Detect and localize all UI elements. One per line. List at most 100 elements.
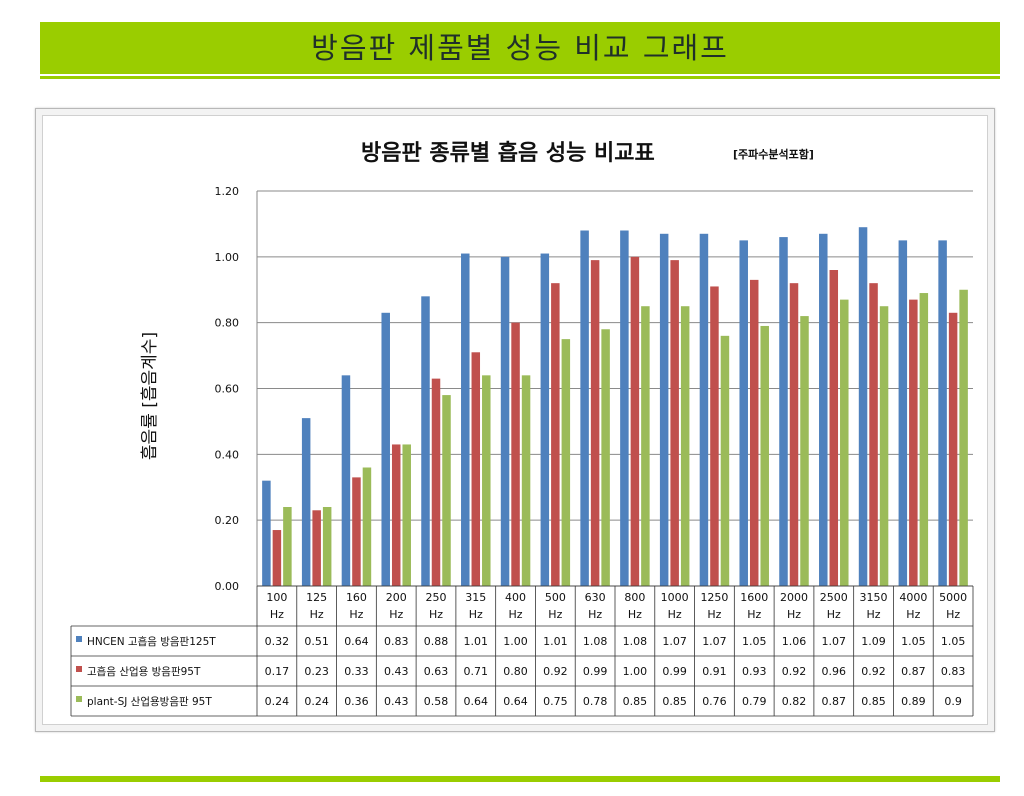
data-label: 1.05: [901, 635, 926, 648]
banner-underline: [40, 76, 1000, 79]
bar: [879, 306, 889, 586]
series-3: [283, 289, 968, 586]
data-label: 0.85: [861, 695, 886, 708]
x-tick-unit: Hz: [707, 608, 721, 621]
x-tick-unit: Hz: [310, 608, 324, 621]
bar: [322, 507, 332, 586]
data-label: 0.9: [944, 695, 962, 708]
y-tick-label: 1.00: [215, 251, 240, 264]
bar: [620, 230, 629, 586]
bar: [561, 339, 571, 586]
x-tick-unit: Hz: [867, 608, 881, 621]
data-label: 0.87: [901, 665, 926, 678]
y-axis-label: 흡음률 [흡음계수]: [140, 332, 160, 460]
data-label: 1.08: [583, 635, 608, 648]
bar: [352, 477, 361, 586]
bar: [272, 530, 282, 586]
bar: [471, 352, 481, 586]
data-label: 0.93: [742, 665, 767, 678]
data-label: 0.82: [782, 695, 807, 708]
data-label: 1.00: [503, 635, 528, 648]
x-tick-unit: Hz: [946, 608, 960, 621]
data-label: 0.92: [861, 665, 886, 678]
x-tick-label: 1600: [740, 591, 768, 604]
data-label: 0.24: [265, 695, 290, 708]
data-label: 1.05: [941, 635, 966, 648]
title-banner: 방음판 제품별 성능 비교 그래프: [40, 22, 1000, 74]
x-tick-unit: Hz: [469, 608, 483, 621]
x-tick-label: 1000: [661, 591, 689, 604]
series-2: [272, 256, 958, 586]
bar: [521, 375, 531, 586]
y-tick-label: 1.20: [215, 185, 240, 198]
data-label: 0.99: [583, 665, 608, 678]
bar-series: [262, 227, 968, 586]
data-label: 1.01: [464, 635, 489, 648]
x-tick-unit: Hz: [906, 608, 920, 621]
data-label: 1.07: [702, 635, 727, 648]
data-label: 0.96: [822, 665, 847, 678]
bar: [779, 237, 788, 586]
bar: [760, 325, 769, 586]
y-tick-label: 0.20: [215, 514, 240, 527]
chart-svg: 방음판 종류별 흡음 성능 비교표 [주파수분석포함] 흡음률 [흡음계수] 0…: [70, 141, 974, 717]
data-label: 0.24: [304, 695, 329, 708]
bar: [461, 253, 470, 586]
bar: [739, 240, 748, 586]
data-label: 1.00: [623, 665, 648, 678]
data-label: 0.32: [265, 635, 290, 648]
bar: [938, 240, 947, 586]
bar: [590, 260, 600, 586]
legend-label: plant-SJ 산업용방음판 95T: [87, 695, 212, 708]
data-label: 0.76: [702, 695, 727, 708]
bar: [829, 270, 839, 586]
bar: [898, 240, 908, 586]
y-tick-labels: 0.00 0.20 0.40 0.60 0.80 1.00 1.20: [215, 185, 240, 593]
x-tick-label: 160: [346, 591, 367, 604]
x-tick-unit: Hz: [389, 608, 403, 621]
x-tick-label: 630: [585, 591, 606, 604]
bar: [421, 296, 430, 586]
bar: [301, 418, 311, 586]
data-label: 0.43: [384, 665, 409, 678]
bar: [482, 375, 491, 586]
bar: [630, 256, 640, 586]
data-label: 1.01: [543, 635, 568, 648]
bar: [699, 233, 709, 586]
x-tick-unit: Hz: [668, 608, 682, 621]
bar: [680, 306, 690, 586]
bar: [909, 299, 918, 586]
bar: [551, 283, 560, 586]
data-label: 0.71: [464, 665, 489, 678]
data-label: 0.87: [822, 695, 847, 708]
bar: [670, 260, 679, 586]
data-label: 0.64: [464, 695, 489, 708]
data-label: 0.85: [662, 695, 687, 708]
chart-area: 방음판 종류별 흡음 성능 비교표 [주파수분석포함] 흡음률 [흡음계수] 0…: [42, 115, 988, 725]
bar: [869, 283, 878, 586]
data-label: 0.58: [424, 695, 449, 708]
x-tick-label: 2000: [780, 591, 808, 604]
bar: [659, 233, 669, 586]
x-tick-unit: Hz: [548, 608, 562, 621]
x-tick-label: 315: [465, 591, 486, 604]
x-tick-label: 500: [545, 591, 566, 604]
legend-label: HNCEN 고흡음 방음판125T: [87, 635, 216, 648]
data-label: 0.43: [384, 695, 409, 708]
bar: [959, 289, 968, 586]
x-tick-label: 800: [624, 591, 645, 604]
x-tick-label: 2500: [820, 591, 848, 604]
data-label: 0.78: [583, 695, 608, 708]
data-label: 0.91: [702, 665, 727, 678]
bar: [858, 227, 868, 586]
x-tick-label: 1250: [700, 591, 728, 604]
bar: [710, 286, 719, 586]
legend-key: [76, 636, 82, 642]
bar: [789, 283, 799, 586]
x-tick-unit: Hz: [747, 608, 761, 621]
data-label: 0.99: [662, 665, 687, 678]
bar: [641, 306, 650, 586]
data-label: 0.89: [901, 695, 926, 708]
x-tick-unit: Hz: [787, 608, 801, 621]
data-label: 0.88: [424, 635, 449, 648]
